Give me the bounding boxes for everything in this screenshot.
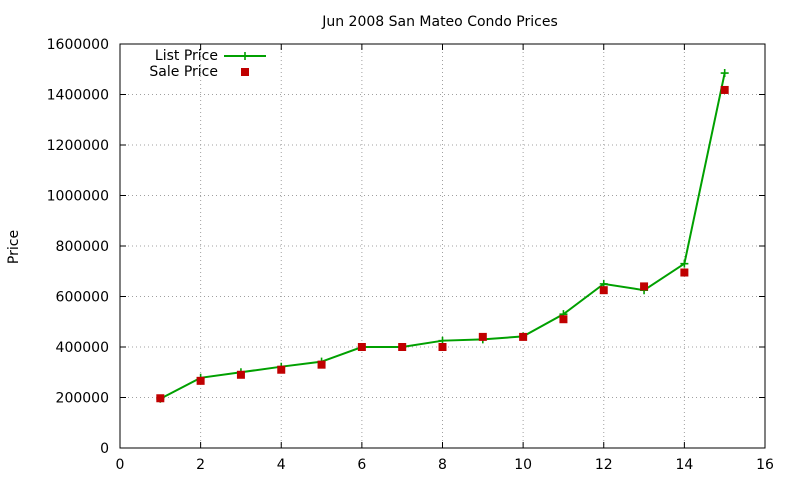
- data-point: [317, 360, 326, 369]
- x-tick-label: 2: [196, 457, 205, 473]
- y-tick-label: 600000: [56, 290, 109, 306]
- legend-marker-list-price: [241, 52, 249, 60]
- data-point: [720, 85, 729, 94]
- legend: List Price Sale Price: [149, 48, 266, 80]
- data-point: [519, 332, 528, 341]
- data-point: [478, 332, 487, 341]
- data-point: [680, 259, 689, 268]
- chart-title: Jun 2008 San Mateo Condo Prices: [321, 14, 558, 30]
- y-tick-label: 0: [100, 441, 109, 457]
- x-tick-label: 12: [595, 457, 613, 473]
- y-tick-label: 800000: [56, 239, 109, 255]
- data-point: [156, 394, 165, 403]
- legend-label-sale-price: Sale Price: [149, 64, 218, 80]
- data-point: [196, 376, 205, 385]
- data-point: [720, 69, 729, 78]
- data-point: [559, 315, 568, 324]
- x-tick-label: 4: [277, 457, 286, 473]
- legend-marker-sale-price: [241, 68, 249, 76]
- series-sale-price: [156, 85, 729, 403]
- data-point: [438, 343, 447, 351]
- y-tick-label: 1000000: [47, 189, 109, 205]
- x-tick-label: 6: [357, 457, 366, 473]
- y-axis-label: Price: [6, 230, 22, 264]
- data-point: [599, 286, 608, 295]
- data-point: [640, 282, 649, 291]
- y-tick-label: 1600000: [47, 37, 109, 53]
- data-point: [398, 343, 407, 351]
- x-tick-label: 0: [116, 457, 125, 473]
- y-tick-label: 400000: [56, 340, 109, 356]
- series: [156, 69, 729, 403]
- y-tick-label: 200000: [56, 391, 109, 407]
- axis-ticks: 0 2 4 6 8 10 12 14 16 0 200000 400000 600000 800000 10…: [47, 37, 774, 473]
- x-tick-label: 8: [438, 457, 447, 473]
- x-tick-label: 14: [675, 457, 693, 473]
- legend-label-list-price: List Price: [155, 48, 218, 64]
- y-tick-label: 1200000: [47, 138, 109, 154]
- x-tick-label: 16: [756, 457, 774, 473]
- data-point: [277, 365, 286, 374]
- grid: [120, 44, 765, 448]
- data-point: [680, 268, 689, 277]
- y-tick-label: 1400000: [47, 88, 109, 104]
- x-tick-label: 10: [514, 457, 532, 473]
- data-point: [357, 343, 366, 351]
- data-point: [236, 370, 245, 379]
